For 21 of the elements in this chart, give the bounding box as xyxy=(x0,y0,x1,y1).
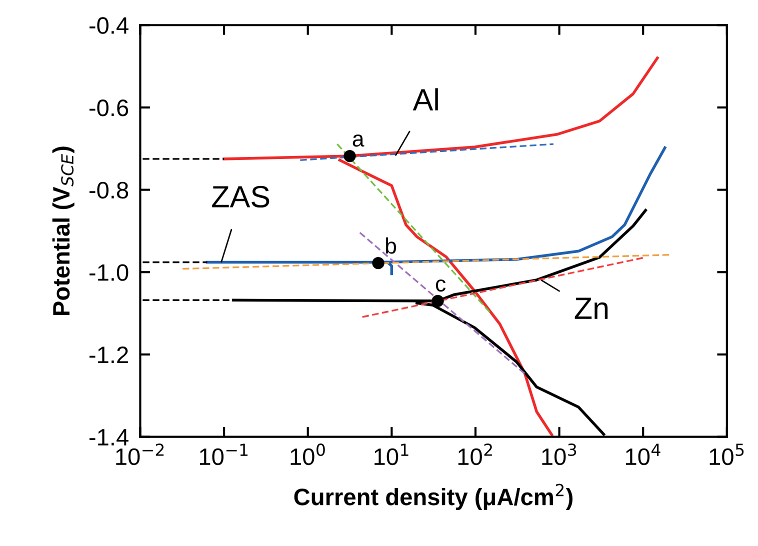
x-axis-title: Current density (μA/cm$^{2}$) xyxy=(294,484,572,510)
y-axis-title: Potential (V$_{SCE}$) xyxy=(52,146,74,315)
x-tick-label: 10$^{4}$ xyxy=(626,444,660,466)
annotation: b xyxy=(386,237,396,254)
annotation: ZAS xyxy=(212,186,270,208)
x-tick-label: 10$^{−1}$ xyxy=(200,444,248,466)
annotation: a xyxy=(352,134,364,147)
y-tick-label: -0.4 xyxy=(89,17,128,34)
y-tick-label: -1.2 xyxy=(89,346,128,364)
y-tick-label: -0.8 xyxy=(89,182,128,199)
y-tick-label: -1.0 xyxy=(89,264,128,281)
y-tick-label: -1.4 xyxy=(89,429,128,446)
x-tick-label: 10$^{0}$ xyxy=(290,444,325,466)
x-tick-label: 10$^{5}$ xyxy=(710,444,744,466)
x-tick-label: 10$^{3}$ xyxy=(542,444,576,466)
y-tick-label: -0.6 xyxy=(89,100,128,116)
x-tick-label: 10$^{1}$ xyxy=(374,444,408,466)
annotation: c xyxy=(436,279,446,292)
annotation: Al xyxy=(412,88,438,110)
annotation: Zn xyxy=(574,298,608,319)
x-tick-label: 10$^{2}$ xyxy=(458,444,492,466)
